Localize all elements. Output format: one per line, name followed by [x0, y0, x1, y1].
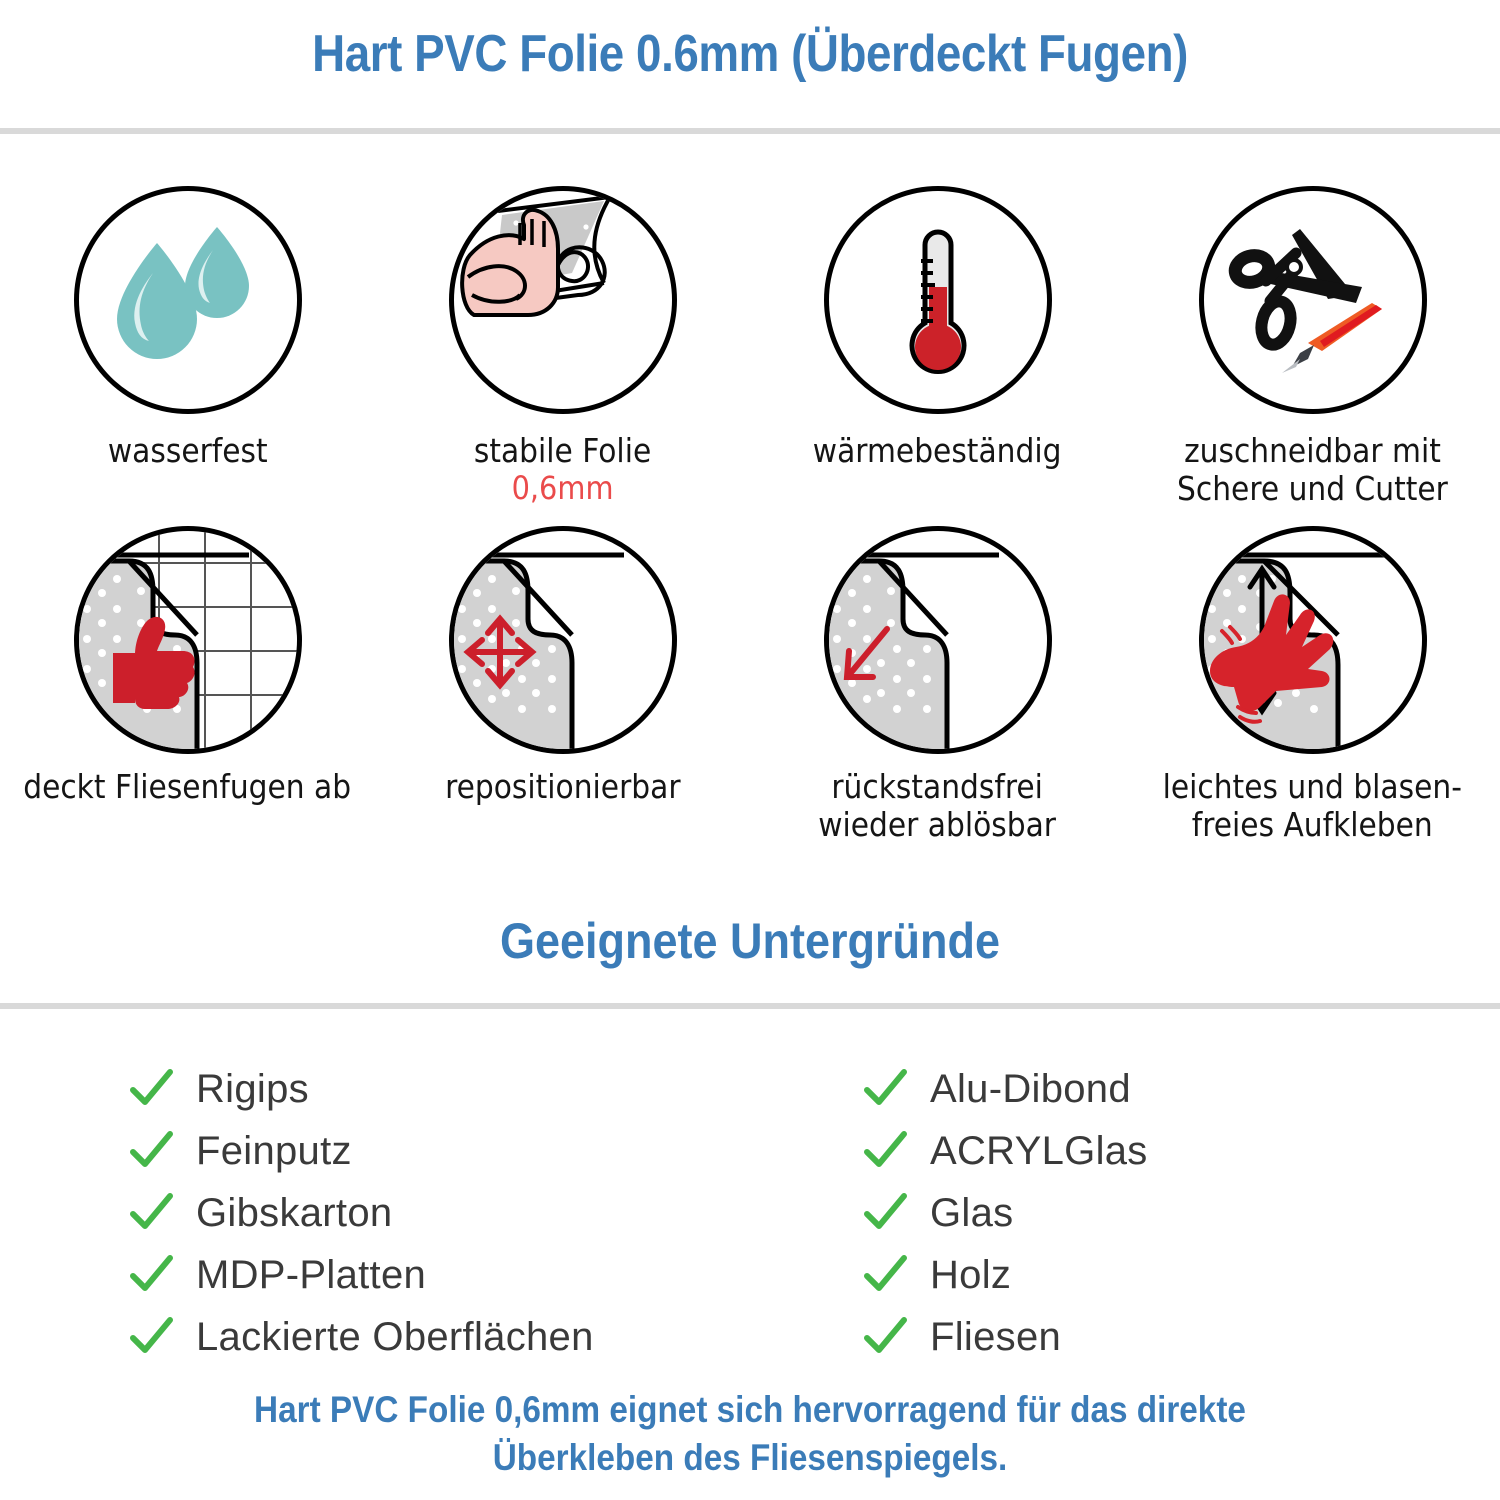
list-item[interactable]: Fliesen	[750, 1306, 1500, 1368]
list-item[interactable]: Gibskarton	[128, 1182, 750, 1244]
feature-label: rückstandsfrei wieder ablösbar	[818, 767, 1057, 845]
list-item[interactable]: Holz	[750, 1244, 1500, 1306]
feature-deckt-fliesenfugen: deckt Fliesenfugen ab	[0, 518, 375, 858]
list-item[interactable]: Rigips	[128, 1058, 750, 1120]
feature-repositionierbar: repositionierbar	[375, 518, 750, 858]
list-item-label: Fliesen	[930, 1314, 1062, 1359]
check-icon	[128, 1314, 174, 1360]
check-icon	[128, 1066, 174, 1112]
list-item-label: Lackierte Oberflächen	[196, 1314, 594, 1359]
feature-label: wärmebeständig	[813, 431, 1062, 470]
thumbs-up-over-tiles-icon	[73, 526, 302, 754]
list-item-label: MDP-Platten	[196, 1252, 427, 1297]
divider-top	[0, 128, 1500, 134]
list-item-label: Feinputz	[196, 1128, 352, 1173]
list-item[interactable]: Glas	[750, 1182, 1500, 1244]
thermometer-icon	[823, 186, 1052, 414]
list-item[interactable]: MDP-Platten	[128, 1244, 750, 1306]
feature-blasenfrei-aufkleben: leichtes und blasen- freies Aufkleben	[1125, 518, 1500, 858]
feature-thickness-value: 0,6mm	[511, 469, 614, 508]
feature-label-text: stabile Folie	[473, 431, 652, 470]
check-icon	[862, 1128, 908, 1174]
feature-rueckstandsfrei: rückstandsfrei wieder ablösbar	[750, 518, 1125, 858]
list-item[interactable]: Alu-Dibond	[750, 1058, 1500, 1120]
feature-label: wasserfest	[107, 431, 268, 470]
list-item-label: Glas	[930, 1190, 1014, 1235]
water-drops-icon	[73, 186, 302, 414]
page-title: Hart PVC Folie 0.6mm (Überdeckt Fugen)	[312, 25, 1188, 83]
check-icon	[128, 1128, 174, 1174]
substrate-column-right: Alu-Dibond ACRYLGlas Glas Holz Fliesen	[750, 1058, 1500, 1368]
feature-grid: wasserfest	[0, 178, 1500, 858]
list-item[interactable]: Feinputz	[128, 1120, 750, 1182]
list-item-label: Rigips	[196, 1066, 309, 1111]
footer-note: Hart PVC Folie 0,6mm eignet sich hervorr…	[254, 1389, 1246, 1479]
list-item[interactable]: Lackierte Oberflächen	[128, 1306, 750, 1368]
section-heading-untergruende: Geeignete Untergründe	[499, 913, 1001, 969]
check-icon	[862, 1066, 908, 1112]
check-icon	[128, 1190, 174, 1236]
feature-label: leichtes und blasen- freies Aufkleben	[1162, 767, 1463, 845]
feature-wasserfest: wasserfest	[0, 178, 375, 518]
feature-label: stabile Folie 0,6mm	[473, 431, 652, 508]
divider-middle	[0, 1003, 1500, 1009]
feature-label: deckt Fliesenfugen ab	[23, 767, 352, 806]
substrate-column-left: Rigips Feinputz Gibskarton MDP-Platten L…	[0, 1058, 750, 1368]
scissors-and-cutter-icon	[1198, 186, 1427, 414]
four-way-arrow-film-icon	[448, 526, 677, 754]
feature-zuschneidbar: zuschneidbar mit Schere und Cutter	[1125, 178, 1500, 518]
feature-label: zuschneidbar mit Schere und Cutter	[1177, 431, 1448, 509]
feature-label: repositionierbar	[444, 767, 681, 806]
substrate-checklists: Rigips Feinputz Gibskarton MDP-Platten L…	[0, 1058, 1500, 1368]
feature-waermebestaendig: wärmebeständig	[750, 178, 1125, 518]
check-icon	[128, 1252, 174, 1298]
list-item-label: Gibskarton	[196, 1190, 393, 1235]
flexed-bicep-film-roll-icon	[448, 186, 677, 414]
check-icon	[862, 1190, 908, 1236]
peel-arrow-film-icon	[823, 526, 1052, 754]
list-item[interactable]: ACRYLGlas	[750, 1120, 1500, 1182]
list-item-label: ACRYLGlas	[930, 1128, 1148, 1173]
list-item-label: Holz	[930, 1252, 1012, 1297]
check-icon	[862, 1252, 908, 1298]
smoothing-hand-film-icon	[1198, 526, 1427, 754]
feature-stabile-folie: stabile Folie 0,6mm	[375, 178, 750, 518]
check-icon	[862, 1314, 908, 1360]
list-item-label: Alu-Dibond	[930, 1066, 1131, 1111]
